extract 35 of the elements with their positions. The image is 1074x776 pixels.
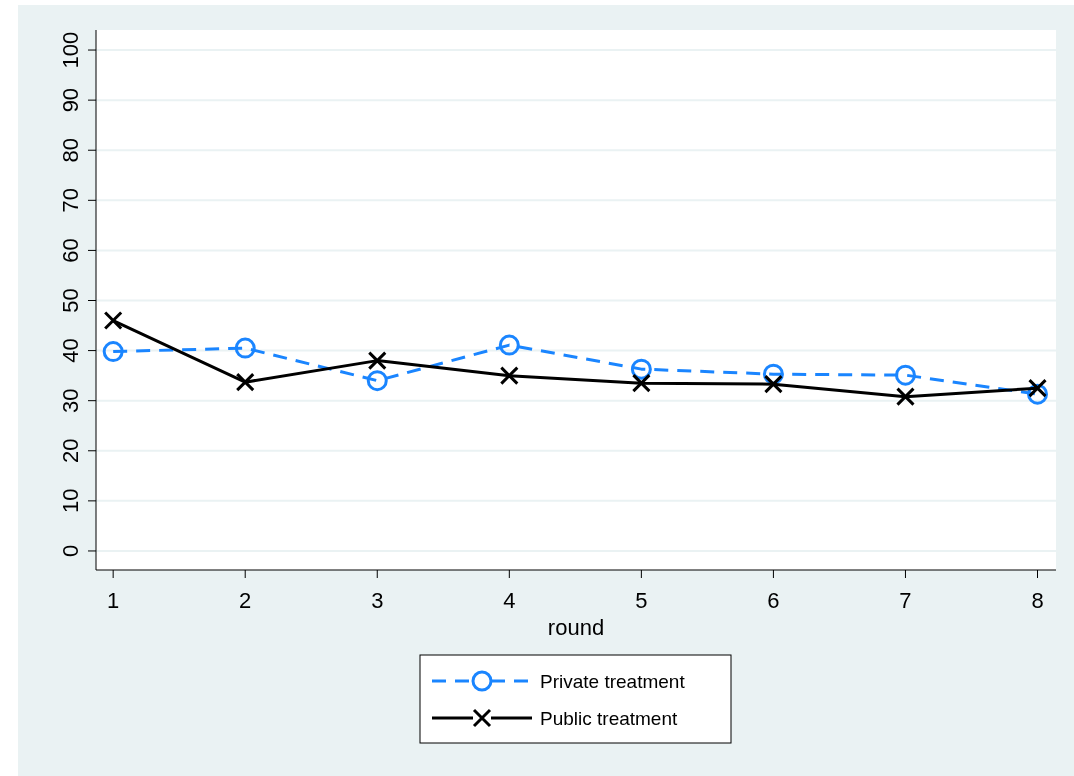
y-tick-label: 30 bbox=[58, 388, 83, 413]
x-tick-label: 1 bbox=[107, 588, 120, 613]
point bbox=[1028, 378, 1048, 398]
point bbox=[499, 366, 519, 386]
y-tick-label: 100 bbox=[58, 31, 83, 69]
y-tick-label: 10 bbox=[58, 488, 83, 514]
y-tick-label: 20 bbox=[58, 438, 83, 464]
point bbox=[631, 373, 651, 393]
x-tick-label: 4 bbox=[503, 588, 516, 613]
x-tick-label: 8 bbox=[1031, 588, 1044, 613]
point bbox=[103, 311, 123, 331]
point bbox=[367, 351, 387, 371]
point bbox=[895, 387, 915, 407]
point bbox=[235, 372, 255, 392]
y-tick-label: 0 bbox=[58, 544, 83, 558]
y-tick-label: 50 bbox=[58, 288, 83, 313]
y-tick-label: 80 bbox=[58, 137, 83, 163]
y-tick-label: 90 bbox=[58, 87, 83, 113]
x-tick-label: 6 bbox=[767, 588, 780, 613]
point bbox=[102, 341, 124, 363]
x-tick-label: 3 bbox=[371, 588, 384, 613]
x-tick-label: 7 bbox=[899, 588, 912, 613]
point bbox=[763, 374, 783, 394]
point bbox=[234, 337, 256, 359]
point bbox=[498, 334, 520, 356]
y-tick-label: 60 bbox=[58, 238, 83, 263]
x-tick-label: 5 bbox=[635, 588, 648, 613]
y-tick-label: 70 bbox=[58, 188, 83, 213]
y-tick-label: 40 bbox=[58, 338, 83, 363]
point bbox=[894, 364, 916, 386]
legend-label: Private treatment bbox=[540, 671, 686, 692]
point bbox=[366, 370, 388, 392]
x-axis-title: round bbox=[547, 615, 605, 640]
legend-label: Public treatment bbox=[540, 708, 679, 729]
x-tick-label: 2 bbox=[239, 588, 252, 613]
